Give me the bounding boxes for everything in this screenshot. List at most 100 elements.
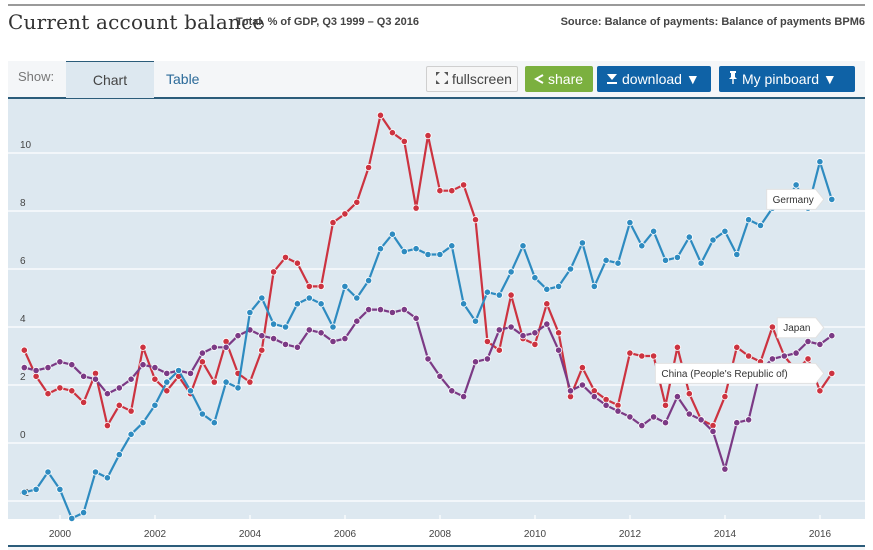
data-point[interactable]	[32, 366, 40, 375]
data-point[interactable]	[768, 355, 777, 363]
data-point[interactable]	[305, 294, 313, 302]
data-point[interactable]	[602, 256, 610, 264]
data-point[interactable]	[436, 372, 444, 380]
data-point[interactable]	[673, 253, 682, 261]
download-button[interactable]: download ▼	[597, 66, 711, 92]
data-point[interactable]	[281, 340, 290, 348]
tab-chart[interactable]: Chart	[66, 61, 154, 98]
data-point[interactable]	[602, 401, 610, 409]
data-point[interactable]	[649, 352, 658, 360]
data-point[interactable]	[353, 198, 361, 206]
data-point[interactable]	[103, 421, 112, 430]
data-point[interactable]	[649, 413, 658, 421]
data-point[interactable]	[175, 366, 183, 375]
data-point[interactable]	[317, 300, 325, 308]
data-point[interactable]	[293, 343, 301, 351]
data-point[interactable]	[459, 181, 468, 189]
data-point[interactable]	[400, 305, 408, 314]
data-point[interactable]	[400, 137, 408, 145]
data-point[interactable]	[733, 250, 741, 259]
data-point[interactable]	[768, 323, 777, 331]
data-point[interactable]	[56, 358, 64, 366]
data-point[interactable]	[673, 343, 682, 351]
data-point[interactable]	[44, 468, 52, 476]
data-point[interactable]	[198, 349, 206, 357]
data-point[interactable]	[222, 343, 230, 351]
data-point[interactable]	[210, 343, 218, 351]
data-point[interactable]	[293, 300, 301, 308]
data-point[interactable]	[495, 346, 503, 354]
data-point[interactable]	[792, 181, 800, 189]
data-point[interactable]	[151, 363, 159, 372]
data-point[interactable]	[578, 363, 587, 372]
data-point[interactable]	[80, 372, 88, 380]
data-point[interactable]	[364, 276, 373, 285]
data-point[interactable]	[816, 158, 824, 166]
data-point[interactable]	[448, 187, 456, 195]
data-point[interactable]	[412, 314, 420, 322]
data-point[interactable]	[721, 465, 729, 473]
data-point[interactable]	[471, 216, 480, 224]
data-point[interactable]	[281, 323, 290, 331]
data-point[interactable]	[436, 187, 444, 195]
data-point[interactable]	[364, 163, 373, 172]
data-point[interactable]	[139, 419, 147, 427]
data-point[interactable]	[804, 355, 812, 363]
data-point[interactable]	[127, 430, 135, 438]
data-point[interactable]	[792, 349, 800, 357]
data-point[interactable]	[329, 323, 337, 331]
data-point[interactable]	[471, 317, 480, 325]
data-point[interactable]	[566, 265, 575, 273]
data-point[interactable]	[424, 132, 432, 140]
data-point[interactable]	[68, 514, 76, 523]
data-point[interactable]	[721, 227, 729, 235]
data-point[interactable]	[459, 392, 468, 401]
data-point[interactable]	[566, 387, 575, 395]
data-point[interactable]	[804, 337, 812, 346]
data-point[interactable]	[519, 242, 527, 250]
data-point[interactable]	[697, 259, 705, 267]
data-point[interactable]	[649, 227, 658, 235]
data-point[interactable]	[828, 195, 836, 203]
data-point[interactable]	[353, 317, 361, 325]
data-point[interactable]	[816, 387, 824, 395]
pinboard-button[interactable]: My pinboard ▼	[719, 66, 855, 92]
data-point[interactable]	[661, 401, 670, 409]
data-point[interactable]	[317, 329, 325, 337]
data-point[interactable]	[281, 253, 290, 261]
data-point[interactable]	[543, 285, 551, 293]
data-point[interactable]	[709, 236, 717, 244]
data-point[interactable]	[733, 419, 741, 427]
data-point[interactable]	[68, 387, 76, 395]
data-point[interactable]	[709, 427, 717, 435]
data-point[interactable]	[412, 204, 420, 212]
tab-table[interactable]: Table	[166, 71, 200, 87]
data-point[interactable]	[531, 329, 539, 337]
data-point[interactable]	[531, 340, 539, 348]
data-point[interactable]	[448, 387, 456, 395]
data-point[interactable]	[376, 111, 385, 119]
data-point[interactable]	[673, 392, 682, 401]
data-point[interactable]	[448, 242, 456, 250]
data-point[interactable]	[115, 401, 123, 409]
data-point[interactable]	[151, 375, 159, 383]
data-point[interactable]	[483, 355, 491, 363]
share-button[interactable]: share	[525, 66, 593, 92]
data-point[interactable]	[269, 334, 278, 343]
data-point[interactable]	[661, 256, 670, 264]
data-point[interactable]	[44, 390, 52, 398]
data-point[interactable]	[80, 508, 88, 517]
data-point[interactable]	[744, 416, 753, 424]
data-point[interactable]	[638, 242, 646, 250]
data-point[interactable]	[756, 221, 765, 230]
data-point[interactable]	[626, 219, 634, 227]
data-point[interactable]	[697, 416, 705, 424]
data-point[interactable]	[151, 401, 159, 409]
data-point[interactable]	[780, 352, 788, 360]
data-point[interactable]	[578, 381, 587, 389]
data-point[interactable]	[388, 308, 396, 317]
data-point[interactable]	[412, 245, 420, 253]
data-point[interactable]	[246, 378, 254, 386]
data-point[interactable]	[554, 282, 563, 290]
data-point[interactable]	[163, 387, 171, 395]
